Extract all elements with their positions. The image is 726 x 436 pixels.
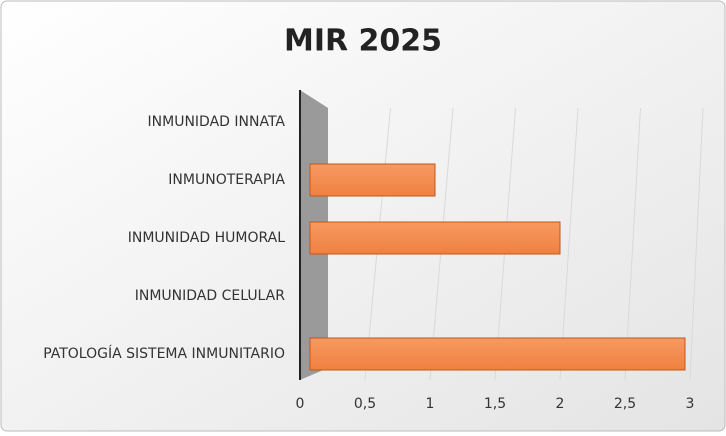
y-tick-label: PATOLOGÍA SISTEMA INMUNITARIO: [43, 345, 285, 362]
grid-line: [624, 107, 641, 381]
x-tick-label: 0,5: [354, 396, 376, 412]
bar: [309, 163, 436, 197]
grid-line: [559, 107, 579, 381]
y-tick-label: INMUNIDAD HUMORAL: [128, 230, 285, 246]
y-tick-label: INMUNIDAD CELULAR: [135, 288, 286, 304]
x-tick-label: 2: [556, 396, 565, 412]
y-tick-label: INMUNOTERAPIA: [168, 172, 285, 188]
x-tick-label: 0: [296, 396, 305, 412]
chart-title: MIR 2025: [284, 24, 442, 59]
x-tick-label: 1,5: [484, 396, 506, 412]
x-tick-label: 2,5: [614, 396, 636, 412]
x-tick-label: 3: [686, 396, 695, 412]
grid-line: [689, 107, 704, 381]
y-tick-label: INMUNIDAD INNATA: [148, 114, 286, 130]
bar: [309, 337, 686, 371]
bar: [309, 221, 561, 255]
x-tick-label: 1: [426, 396, 435, 412]
